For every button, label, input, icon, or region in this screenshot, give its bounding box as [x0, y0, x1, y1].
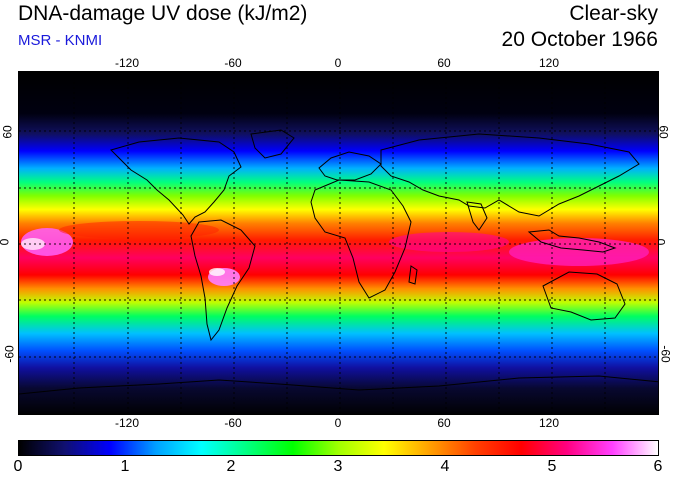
scenario-label: Clear-sky: [569, 2, 658, 25]
lon-tick-top: 0: [334, 56, 342, 70]
lon-tick-top: 120: [538, 56, 560, 70]
lon-tick-top: 60: [437, 56, 451, 70]
dose-patch: [509, 238, 649, 266]
colorbar-label: 6: [653, 458, 663, 475]
colorbar-label: 3: [333, 458, 343, 475]
lon-tick-top: -60: [224, 56, 242, 70]
coast-africa: [310, 179, 412, 299]
coast-greenland: [250, 129, 295, 159]
dose-patch: [389, 232, 509, 252]
dose-patch: [21, 238, 45, 250]
colorbar-label: 0: [13, 458, 23, 475]
dose-patch: [209, 268, 225, 276]
coast-asia: [380, 133, 640, 217]
lon-tick-bottom: -120: [114, 416, 140, 430]
coast-india: [466, 201, 488, 231]
colorbar-label: 1: [120, 458, 130, 475]
colorbar-label: 2: [226, 458, 236, 475]
uv-dose-map: [18, 71, 659, 415]
lat-tick-left: 60: [0, 125, 15, 139]
subtitle: MSR - KNMI: [18, 32, 103, 49]
coast-australia: [542, 271, 626, 321]
coast-europe: [318, 151, 382, 181]
graticule: [19, 72, 658, 414]
colorbar: [18, 440, 659, 456]
lon-tick-bottom: 120: [538, 416, 560, 430]
lon-tick-bottom: -60: [224, 416, 242, 430]
colorbar-label: 4: [440, 458, 450, 475]
coast-north-america: [110, 137, 242, 225]
lon-tick-bottom: 0: [334, 416, 342, 430]
colorbar-label: 5: [547, 458, 557, 475]
coast-madagascar: [408, 265, 418, 285]
coast-southeast-asia-islands: [527, 229, 617, 253]
lon-tick-top: -120: [114, 56, 140, 70]
title: DNA-damage UV dose (kJ/m2): [18, 2, 308, 25]
coast-antarctica: [19, 375, 658, 395]
dose-patch: [59, 221, 219, 239]
lat-tick-left: -60: [2, 345, 17, 363]
lon-tick-bottom: 60: [437, 416, 451, 430]
lat-tick-right: -60: [658, 345, 673, 363]
lat-tick-left: 0: [0, 239, 11, 246]
date-label: 20 October 1966: [501, 28, 658, 51]
coastlines: [19, 129, 658, 395]
coast-south-america: [190, 219, 256, 342]
